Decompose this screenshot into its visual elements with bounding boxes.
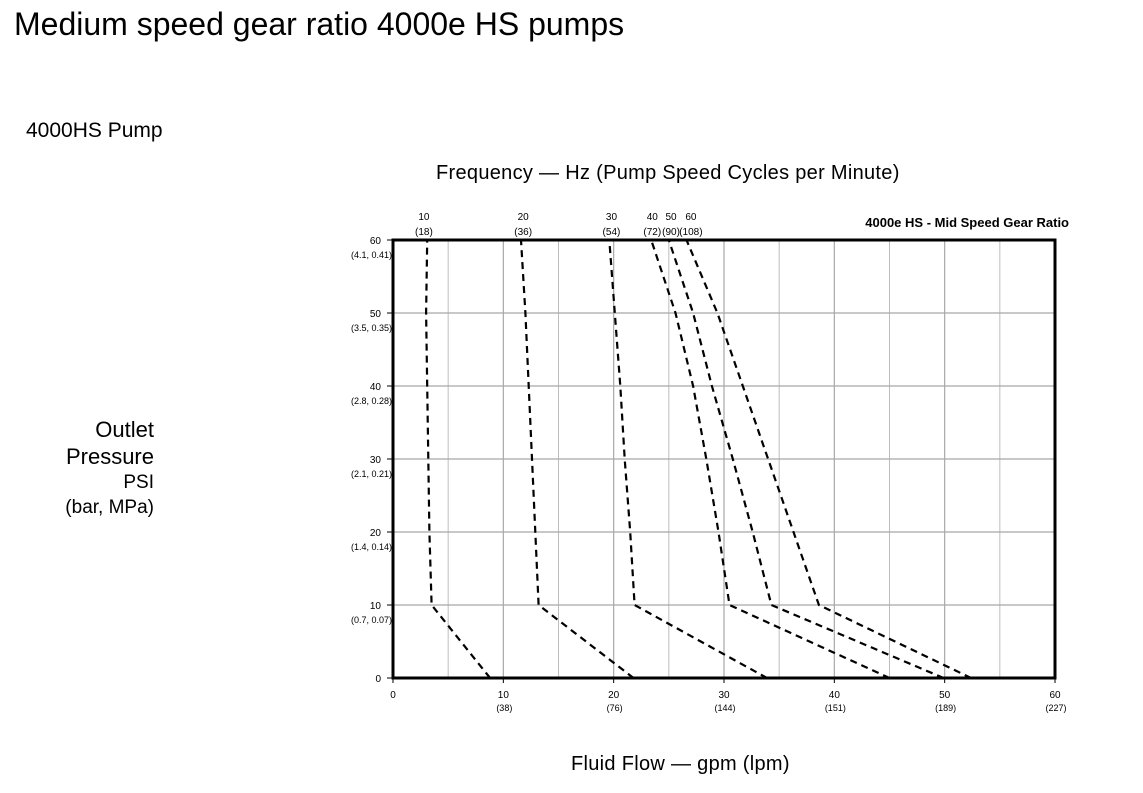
frequency-label: 10 — [418, 212, 430, 223]
x-tick-label: 30 — [718, 690, 730, 701]
x-tick-label: 0 — [390, 690, 396, 701]
y-tick-sublabel: (2.8, 0.28) — [351, 396, 392, 406]
x-tick-sublabel: (38) — [496, 703, 512, 713]
frequency-label: 60 — [685, 212, 697, 223]
frequency-label: 50 — [665, 212, 677, 223]
top-axis-title: Frequency — Hz (Pump Speed Cycles per Mi… — [436, 162, 900, 184]
y-tick-sublabel: (2.1, 0.21) — [351, 469, 392, 479]
x-tick-label: 60 — [1049, 690, 1061, 701]
y-tick-label: 50 — [370, 309, 382, 320]
frequency-curve — [519, 239, 635, 679]
y-axis-label-line: Pressure — [65, 444, 154, 469]
frequency-sublabel: (18) — [415, 227, 433, 238]
frequency-curve — [685, 239, 972, 679]
pump-subtitle: 4000HS Pump — [26, 119, 163, 142]
y-tick-sublabel: (1.4, 0.14) — [351, 542, 392, 552]
x-tick-sublabel: (144) — [714, 703, 735, 713]
frequency-sublabel: (72) — [643, 227, 661, 238]
frequency-sublabel: (108) — [679, 227, 702, 238]
y-axis-label-line: PSI — [123, 472, 154, 493]
page-title: Medium speed gear ratio 4000e HS pumps — [14, 6, 625, 42]
frequency-curve — [425, 239, 491, 679]
x-tick-sublabel: (76) — [607, 703, 623, 713]
x-tick-sublabel: (189) — [935, 703, 956, 713]
frequency-curve — [650, 239, 890, 680]
y-axis-label: Outlet Pressure PSI (bar, MPa) — [30, 416, 154, 520]
frequency-curve — [667, 239, 945, 680]
y-axis-label-line: (bar, MPa) — [65, 497, 154, 518]
chart-title: 4000e HS - Mid Speed Gear Ratio — [865, 215, 1069, 230]
x-tick-sublabel: (227) — [1045, 703, 1066, 713]
x-tick-label: 50 — [939, 690, 951, 701]
x-tick-sublabel: (151) — [825, 703, 846, 713]
y-tick-label: 10 — [370, 601, 382, 612]
y-tick-label: 20 — [370, 528, 382, 539]
y-tick-label: 60 — [370, 236, 382, 247]
y-tick-sublabel: (3.5, 0.35) — [351, 323, 392, 333]
y-tick-label: 0 — [375, 674, 381, 685]
frequency-sublabel: (90) — [662, 227, 680, 238]
y-axis-label-line: Outlet — [95, 417, 154, 442]
x-tick-label: 10 — [498, 690, 510, 701]
frequency-sublabel: (54) — [603, 227, 621, 238]
x-tick-label: 20 — [608, 690, 620, 701]
plot-frame — [391, 238, 1057, 680]
frequency-sublabel: (36) — [514, 227, 532, 238]
y-tick-label: 30 — [370, 455, 382, 466]
frequency-label: 30 — [606, 212, 618, 223]
y-tick-sublabel: (0.7, 0.07) — [351, 615, 392, 625]
frequency-label: 20 — [518, 212, 530, 223]
x-axis-title: Fluid Flow — gpm (lpm) — [571, 753, 790, 775]
y-tick-label: 40 — [370, 382, 382, 393]
y-tick-sublabel: (4.1, 0.41) — [351, 250, 392, 260]
x-tick-label: 40 — [829, 690, 841, 701]
frequency-label: 40 — [647, 212, 659, 223]
